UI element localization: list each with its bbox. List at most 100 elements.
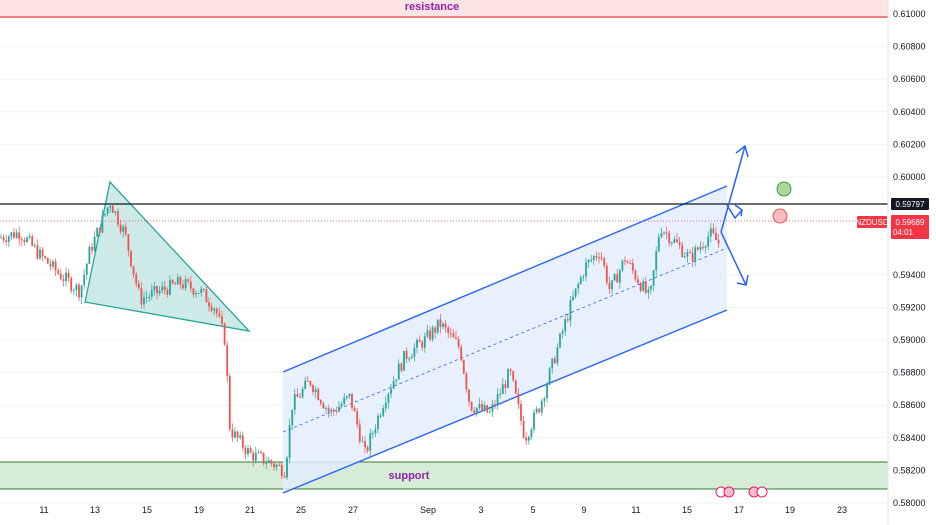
x-tick-label: 25 [296,505,306,515]
candle-body [132,266,135,275]
candle-body [353,407,356,412]
candle-body [119,224,122,232]
candle-body [28,236,31,238]
candle-body [670,242,673,244]
flag-icon[interactable] [756,486,768,498]
candle-body [699,246,702,250]
candle-body [707,236,710,247]
candle-body [260,452,262,454]
candle-body [639,283,642,291]
time-axis[interactable]: 11 13 15 19 21 25 27 Sep 3 5 9 11 15 17 19 23 [39,505,847,515]
candle-body [595,256,598,258]
candle-body [192,288,195,295]
candle-body [696,247,699,250]
candle-body [535,408,538,413]
candle-body [2,237,5,241]
candle-body [301,388,304,398]
candle-body [114,211,117,213]
candle-body [169,279,171,295]
candle-body [143,297,145,305]
resistance-zone [0,0,888,17]
svg-text:0.59689: 0.59689 [896,218,925,227]
svg-text:NZDUSD: NZDUSD [855,218,889,227]
x-tick-label: 13 [90,505,100,515]
candle-body [80,285,83,298]
candle-body [319,400,322,404]
candle-body [156,286,158,294]
candle-body [83,274,86,286]
candle-body [548,368,551,385]
candle-body [392,381,395,389]
candle-body [218,313,221,317]
candle-body [374,429,377,434]
candle-body [564,319,567,332]
candle-body [314,389,317,393]
x-tick-label: 11 [39,505,48,515]
candle-body [618,270,621,283]
candle-body [57,270,60,274]
candle-body [52,261,54,267]
x-tick-label: 23 [837,505,847,515]
candle-body [390,388,392,394]
event-flags[interactable] [715,486,768,498]
candle-body [637,279,639,284]
candle-body [96,227,99,237]
candle-body [161,286,164,291]
x-tick-label: 15 [682,505,692,515]
candle-body [442,323,444,327]
arrow-small-path [726,204,743,220]
candle-body [491,404,494,412]
candle-body [41,249,44,257]
candle-body [530,429,533,437]
candle-body [273,463,275,468]
candle-body [247,448,249,454]
candle-body [62,279,65,281]
x-tick-label: 27 [348,505,358,515]
candle-body [249,448,252,453]
candle-body [499,394,502,396]
level-price-tag: 0.59797 [891,198,929,210]
arrow-down-head [736,274,749,286]
candle-body [130,250,132,267]
candle-body [668,232,671,244]
candle-body [702,246,704,248]
candle-body [665,232,668,234]
candle-body [582,276,585,278]
candle-body [356,411,359,425]
candle-body [483,405,486,411]
candle-body [72,290,75,292]
candle-body [309,381,312,386]
price-axis[interactable]: 0.61000 0.60800 0.60600 0.60400 0.60200 0.600… [893,9,926,508]
candle-body [54,261,57,271]
y-tick-label: 0.61000 [893,9,926,19]
candle-body [78,284,80,298]
candle-body [44,256,47,259]
candle-body [709,228,712,237]
candle-body [241,435,244,448]
x-tick-label: 17 [734,505,744,515]
support-label: support [389,470,430,482]
candle-body [449,332,452,334]
candle-body [369,433,372,451]
candle-body [527,436,530,441]
candle-body [70,278,73,291]
candle-body [291,409,294,426]
x-tick-label: 9 [581,505,586,515]
candle-body [210,306,213,311]
candle-body [46,258,49,264]
candle-body [577,283,580,289]
svg-text:04:01: 04:01 [893,228,914,237]
candle-body [663,232,665,234]
candle-body [429,330,431,340]
candle-body [691,252,694,262]
candle-body [148,296,151,298]
candle-body [421,341,424,348]
flag-icon[interactable] [723,486,735,498]
candle-body [325,408,327,410]
candle-body [26,237,28,243]
candle-body [122,226,125,232]
candle-body [553,358,556,364]
current-price-tag: NZDUSD 0.59689 04:01 [855,215,929,239]
candle-body [195,293,197,295]
